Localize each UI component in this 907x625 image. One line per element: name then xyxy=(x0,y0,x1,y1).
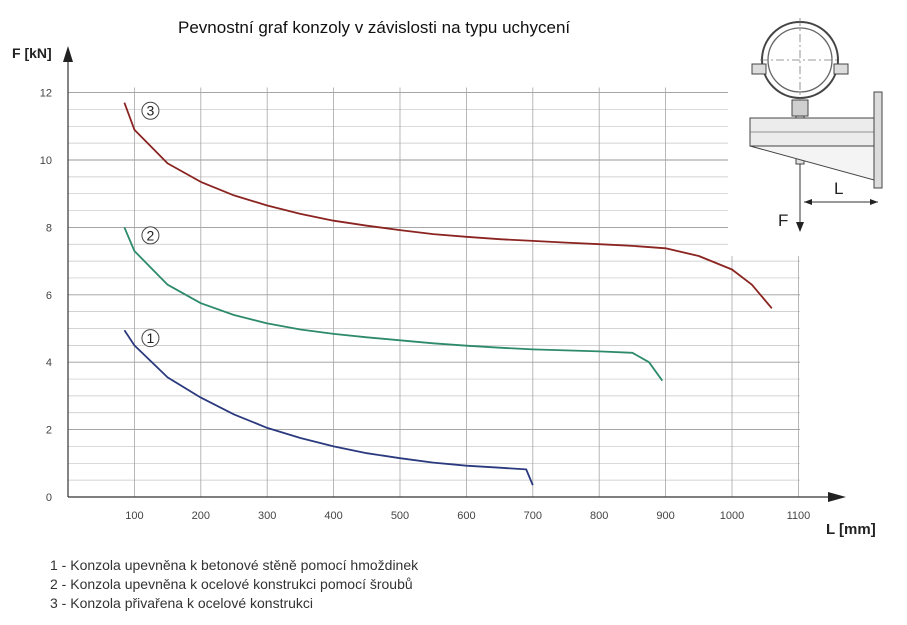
legend: 1 - Konzola upevněna k betonové stěně po… xyxy=(50,556,418,613)
y-tick-label: 0 xyxy=(46,492,52,504)
y-tick-label: 4 xyxy=(46,357,52,369)
x-tick-label: 800 xyxy=(590,510,608,522)
legend-entry-2: 2 - Konzola upevněna k ocelové konstrukc… xyxy=(50,576,413,592)
series-label-3: 3 xyxy=(147,103,155,119)
series-label-1: 1 xyxy=(147,330,155,346)
y-axis-label: F [kN] xyxy=(12,45,52,61)
y-tick-label: 2 xyxy=(46,425,52,437)
grid-lines xyxy=(68,87,800,497)
x-tick-label: 900 xyxy=(656,510,674,522)
y-tick-label: 10 xyxy=(40,155,52,167)
legend-entry-3: 3 - Konzola přivařena k ocelové konstruk… xyxy=(50,595,314,611)
length-arrow-right xyxy=(870,199,878,205)
force-label: F xyxy=(778,211,788,230)
x-tick-label: 200 xyxy=(192,510,210,522)
x-tick-label: 400 xyxy=(324,510,342,522)
y-tick-label: 6 xyxy=(46,290,52,302)
y-tick-label: 8 xyxy=(46,222,52,234)
y-tick-label: 12 xyxy=(40,88,52,100)
series-marker-circle-3 xyxy=(141,101,160,120)
series-line-1 xyxy=(123,329,534,486)
y-axis-arrow xyxy=(63,46,73,62)
clamp-ear-right xyxy=(833,63,849,75)
length-arrow-left xyxy=(804,199,812,205)
series-line-3 xyxy=(123,102,773,309)
x-tick-label: 300 xyxy=(258,510,276,522)
length-label: L xyxy=(834,179,843,198)
force-arrow xyxy=(796,222,804,232)
tick-labels: F [kN]L [mm]100 200 300 400 500 600 700 800 900 1… xyxy=(12,45,876,538)
x-tick-label: 700 xyxy=(524,510,542,522)
axes xyxy=(63,46,846,502)
x-tick-label: 600 xyxy=(457,510,475,522)
series-group: 1 2 3 xyxy=(123,101,773,486)
x-tick-label: 1000 xyxy=(720,510,744,522)
x-tick-label: 1100 xyxy=(787,510,811,522)
x-tick-label: 100 xyxy=(125,510,143,522)
chart-title: Pevnostní graf konzoly v závislosti na t… xyxy=(178,18,571,37)
wall-plate xyxy=(873,91,883,189)
x-axis-arrow xyxy=(828,492,846,502)
clamp-ear-left xyxy=(751,63,767,75)
x-axis-label: L [mm] xyxy=(826,521,876,538)
legend-entry-1: 1 - Konzola upevněna k betonové stěně po… xyxy=(50,557,419,573)
series-marker-circle-2 xyxy=(141,226,160,245)
x-tick-label: 500 xyxy=(391,510,409,522)
series-line-2 xyxy=(123,227,664,382)
series-label-2: 2 xyxy=(147,227,155,243)
series-marker-circle-1 xyxy=(141,329,160,348)
clamp-nut xyxy=(791,99,809,117)
bracket-diagram: FL xyxy=(728,10,900,256)
